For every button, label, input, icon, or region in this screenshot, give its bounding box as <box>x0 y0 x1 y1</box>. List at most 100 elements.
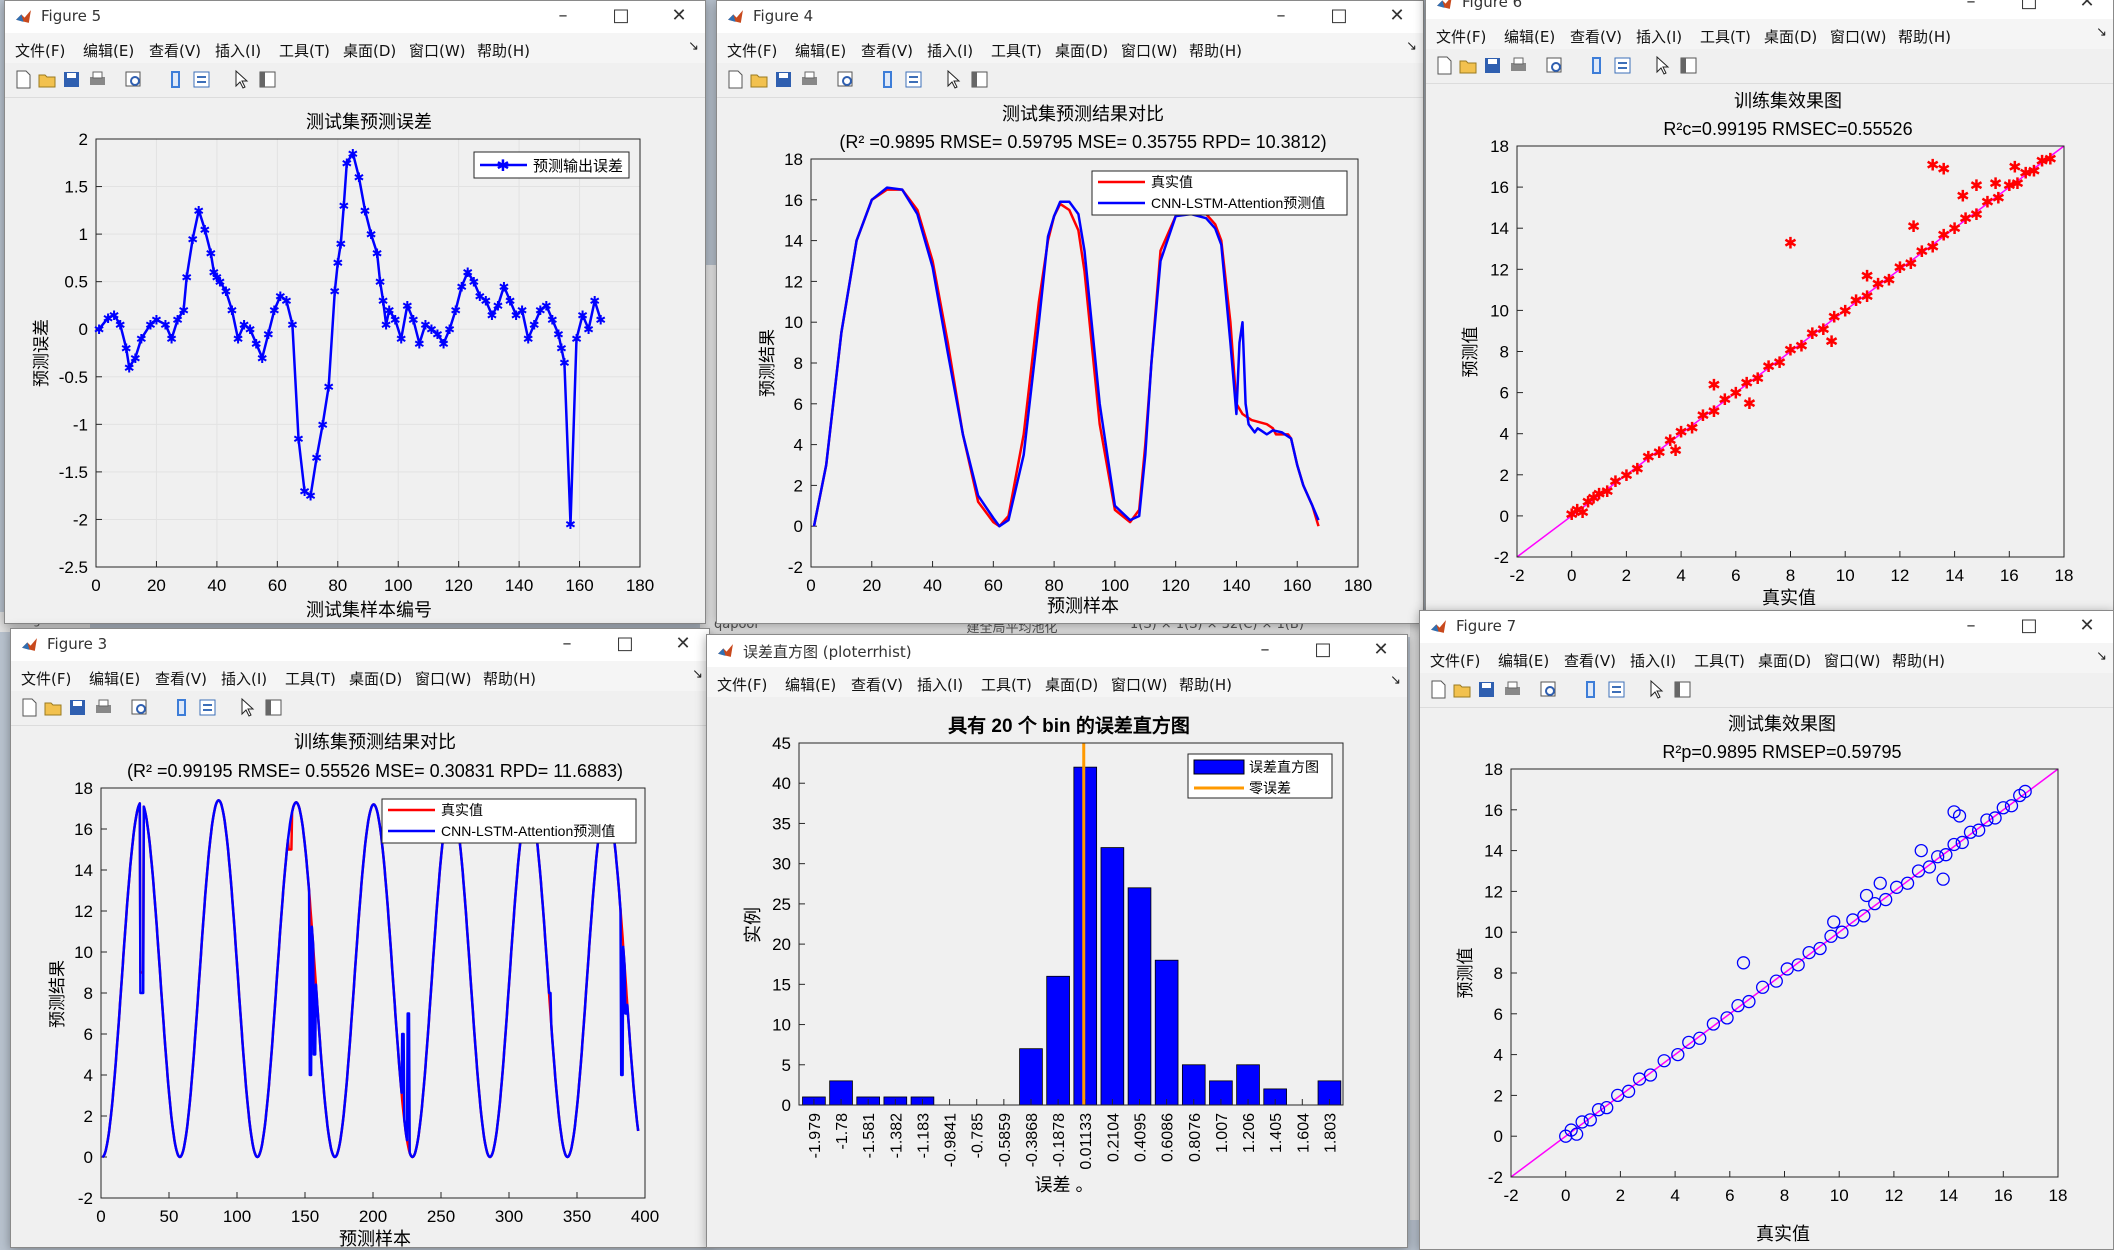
new-file-icon[interactable] <box>1428 679 1449 700</box>
figure-canvas[interactable]: 测试集预测结果对比 (R² =0.9895 RMSE= 0.59795 MSE=… <box>717 98 1423 623</box>
menu-item[interactable]: 帮助(H) <box>1892 652 1945 670</box>
close-button[interactable]: ✕ <box>1389 5 1405 26</box>
title-bar[interactable]: Figure 4 – □ ✕ <box>717 1 1423 33</box>
save-icon[interactable] <box>67 697 88 718</box>
menu-item[interactable]: 文件(F) <box>717 676 768 694</box>
menu-item[interactable]: 文件(F) <box>21 670 72 688</box>
link-plot-icon[interactable] <box>165 69 186 90</box>
new-file-icon[interactable] <box>13 69 34 90</box>
menu-item[interactable]: 插入(I) <box>927 42 974 60</box>
open-folder-icon[interactable] <box>749 69 770 90</box>
menu-item[interactable]: 编辑(E) <box>83 42 135 60</box>
menu-overflow-icon[interactable]: ↘ <box>1390 673 1401 688</box>
menu-item[interactable]: 工具(T) <box>1694 652 1745 670</box>
menu-item[interactable]: 桌面(D) <box>1045 676 1099 694</box>
print-preview-icon[interactable] <box>1544 55 1565 76</box>
menu-item[interactable]: 工具(T) <box>285 670 336 688</box>
menu-item[interactable]: 文件(F) <box>727 42 778 60</box>
menu-item[interactable]: 工具(T) <box>1700 28 1751 46</box>
menu-item[interactable]: 文件(F) <box>1436 28 1487 46</box>
title-bar[interactable]: 误差直方图 (ploterrhist) – □ ✕ <box>707 635 1407 667</box>
figure-4-window[interactable]: Figure 4 – □ ✕ 文件(F) 编辑(E) 查看(V) 插入(I) 工具(T)… <box>716 0 1424 624</box>
print-icon[interactable] <box>1508 55 1529 76</box>
minimize-button[interactable]: – <box>1276 5 1286 26</box>
insert-legend-icon[interactable] <box>903 69 924 90</box>
new-file-icon[interactable] <box>725 69 746 90</box>
maximize-button[interactable]: □ <box>2020 615 2038 636</box>
print-icon[interactable] <box>87 69 108 90</box>
menu-item[interactable]: 插入(I) <box>917 676 964 694</box>
print-preview-icon[interactable] <box>1538 679 1559 700</box>
menu-item[interactable]: 帮助(H) <box>483 670 536 688</box>
figure-5-window[interactable]: Figure 5 – □ ✕ 文件(F) 编辑(E) 查看(V) 插入(I) 工具(T)… <box>4 0 706 624</box>
link-plot-icon[interactable] <box>1580 679 1601 700</box>
property-inspector-icon[interactable] <box>263 697 284 718</box>
new-file-icon[interactable] <box>19 697 40 718</box>
open-folder-icon[interactable] <box>43 697 64 718</box>
figure-canvas[interactable]: 测试集效果图 R²p=0.9895 RMSEP=0.59795 真实值 预测值 … <box>1420 708 2113 1249</box>
menu-overflow-icon[interactable]: ↘ <box>2096 25 2107 40</box>
menu-item[interactable]: 帮助(H) <box>1179 676 1232 694</box>
minimize-button[interactable]: – <box>1260 639 1270 660</box>
menu-item[interactable]: 桌面(D) <box>1055 42 1109 60</box>
pointer-icon[interactable] <box>231 69 252 90</box>
insert-legend-icon[interactable] <box>197 697 218 718</box>
menu-item[interactable]: 窗口(W) <box>1121 42 1178 60</box>
menu-item[interactable]: 查看(V) <box>851 676 903 694</box>
maximize-button[interactable]: □ <box>2020 0 2038 12</box>
close-button[interactable]: ✕ <box>1373 639 1389 660</box>
save-icon[interactable] <box>773 69 794 90</box>
menu-item[interactable]: 工具(T) <box>991 42 1042 60</box>
menu-item[interactable]: 查看(V) <box>155 670 207 688</box>
menu-overflow-icon[interactable]: ↘ <box>2096 649 2107 664</box>
figure-canvas[interactable]: 测试集预测误差 测试集样本编号 预测误差 0 20 40 60 80 100 120 140 1… <box>5 98 705 623</box>
link-plot-icon[interactable] <box>1586 55 1607 76</box>
print-preview-icon[interactable] <box>123 69 144 90</box>
figure-3-window[interactable]: Figure 3 – □ ✕ 文件(F) 编辑(E) 查看(V) 插入(I) 工具(T)… <box>10 628 710 1248</box>
property-inspector-icon[interactable] <box>1672 679 1693 700</box>
new-file-icon[interactable] <box>1434 55 1455 76</box>
open-folder-icon[interactable] <box>37 69 58 90</box>
insert-legend-icon[interactable] <box>191 69 212 90</box>
maximize-button[interactable]: □ <box>612 5 630 26</box>
print-icon[interactable] <box>1502 679 1523 700</box>
menu-item[interactable]: 帮助(H) <box>1898 28 1951 46</box>
figure-canvas[interactable]: 训练集效果图 R²c=0.99195 RMSEC=0.55526 真实值 预测值… <box>1426 84 2113 613</box>
close-button[interactable]: ✕ <box>675 633 691 654</box>
property-inspector-icon[interactable] <box>1678 55 1699 76</box>
menu-item[interactable]: 窗口(W) <box>1830 28 1887 46</box>
print-preview-icon[interactable] <box>835 69 856 90</box>
open-folder-icon[interactable] <box>1458 55 1479 76</box>
figure-canvas[interactable]: 具有 20 个 bin 的误差直方图 误差 。 实例 0 5 10 15 20 25 30 3… <box>707 699 1407 1247</box>
pointer-icon[interactable] <box>1652 55 1673 76</box>
menu-item[interactable]: 文件(F) <box>15 42 66 60</box>
figure-6-window[interactable]: Figure 6 – □ ✕ 文件(F) 编辑(E) 查看(V) 插入(I) 工具(T)… <box>1425 0 2114 614</box>
save-icon[interactable] <box>1482 55 1503 76</box>
title-bar[interactable]: Figure 5 – □ ✕ <box>5 1 705 33</box>
menu-item[interactable]: 帮助(H) <box>1189 42 1242 60</box>
menu-item[interactable]: 窗口(W) <box>409 42 466 60</box>
figure-canvas[interactable]: 训练集预测结果对比 (R² =0.99195 RMSE= 0.55526 MSE… <box>11 726 709 1247</box>
menu-item[interactable]: 编辑(E) <box>1498 652 1550 670</box>
figure-7-window[interactable]: Figure 7 – □ ✕ 文件(F) 编辑(E) 查看(V) 插入(I) 工具(T)… <box>1419 610 2114 1250</box>
close-button[interactable]: ✕ <box>671 5 687 26</box>
save-icon[interactable] <box>1476 679 1497 700</box>
menu-overflow-icon[interactable]: ↘ <box>1406 39 1417 54</box>
print-icon[interactable] <box>93 697 114 718</box>
close-button[interactable]: ✕ <box>2079 615 2095 636</box>
minimize-button[interactable]: – <box>558 5 568 26</box>
menu-item[interactable]: 插入(I) <box>221 670 268 688</box>
pointer-icon[interactable] <box>237 697 258 718</box>
menu-overflow-icon[interactable]: ↘ <box>688 39 699 54</box>
menu-item[interactable]: 桌面(D) <box>1758 652 1812 670</box>
menu-item[interactable]: 窗口(W) <box>1111 676 1168 694</box>
menu-item[interactable]: 查看(V) <box>1570 28 1622 46</box>
menu-item[interactable]: 编辑(E) <box>795 42 847 60</box>
link-plot-icon[interactable] <box>877 69 898 90</box>
maximize-button[interactable]: □ <box>616 633 634 654</box>
menu-item[interactable]: 工具(T) <box>981 676 1032 694</box>
menu-item[interactable]: 桌面(D) <box>343 42 397 60</box>
menu-item[interactable]: 窗口(W) <box>1824 652 1881 670</box>
link-plot-icon[interactable] <box>171 697 192 718</box>
pointer-icon[interactable] <box>1646 679 1667 700</box>
